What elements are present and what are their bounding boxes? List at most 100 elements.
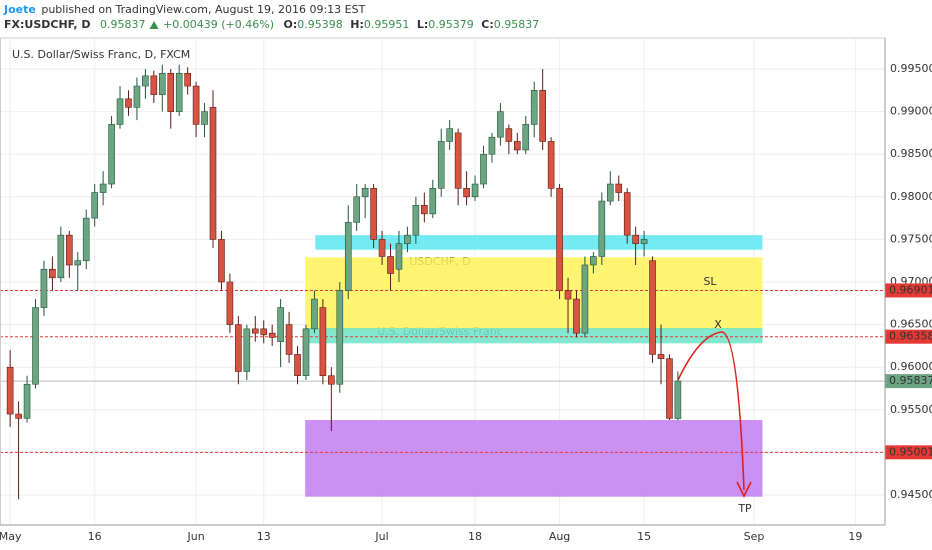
zone — [305, 257, 763, 330]
y-tick-label: 0.94500 — [890, 488, 932, 501]
candle-body — [91, 192, 98, 219]
candle-body — [201, 111, 208, 125]
candle-body — [285, 324, 293, 355]
candle-body — [311, 298, 318, 330]
close-value: 0.95837 — [494, 18, 540, 31]
candle-body — [505, 128, 513, 142]
candle-body — [209, 107, 217, 240]
candle-body — [32, 307, 39, 385]
candle-body — [260, 328, 268, 336]
annotation: TP — [737, 502, 752, 515]
candle-body — [480, 153, 487, 185]
x-tick-label: 15 — [637, 530, 651, 543]
candle-body — [564, 290, 572, 300]
candle-body — [66, 234, 73, 266]
candle-body — [497, 111, 504, 138]
candle-body — [471, 183, 479, 198]
candle-body — [429, 187, 437, 215]
candle-body — [573, 298, 580, 334]
candle-body — [116, 98, 124, 125]
candle-body — [530, 90, 538, 125]
x-tick-label: 16 — [88, 530, 102, 543]
candle-body — [49, 268, 56, 279]
arrow-head — [736, 481, 752, 498]
x-tick-label: Jul — [374, 530, 388, 543]
candle-body — [344, 222, 352, 291]
y-tick-label: 0.98500 — [890, 147, 932, 160]
candle-body — [82, 217, 90, 262]
candle-body — [640, 239, 648, 244]
price-label: 0.96901 — [889, 283, 932, 296]
y-tick-label: 0.98000 — [890, 190, 932, 203]
candle-body — [361, 187, 369, 198]
candle-body — [133, 85, 141, 108]
candle-body — [243, 328, 251, 372]
header-line-1: Joete published on TradingView.com, Augu… — [3, 3, 366, 16]
candle-body — [547, 141, 555, 189]
candle-body — [539, 90, 546, 142]
x-tick-label: Sep — [744, 530, 765, 543]
low-value: 0.95379 — [428, 18, 474, 31]
last-price: 0.95837 — [100, 18, 146, 31]
candle-body — [463, 187, 470, 198]
y-tick-label: 0.97500 — [890, 232, 932, 245]
candle-body — [57, 234, 65, 279]
candle-body — [666, 358, 673, 419]
candle-body — [40, 268, 48, 308]
candle-body — [108, 124, 115, 185]
candle-body — [606, 183, 614, 202]
candle-body — [158, 72, 166, 95]
candle-body — [522, 124, 530, 151]
candle-body — [556, 187, 563, 291]
published: published on TradingView.com, August 19,… — [41, 3, 365, 16]
candle-body — [395, 243, 403, 270]
candle-body — [336, 290, 344, 385]
candle-body — [649, 260, 656, 355]
candle-body — [598, 200, 606, 257]
annotation: X — [714, 318, 722, 331]
candle-body — [378, 239, 386, 257]
forecast-arrow — [677, 331, 745, 491]
candle-body — [235, 324, 242, 372]
price-label-box — [885, 329, 932, 344]
y-tick-label: 0.96000 — [890, 360, 932, 373]
x-tick-label: 13 — [257, 530, 271, 543]
candle-body — [412, 205, 420, 236]
candle-body — [488, 136, 496, 155]
candle-body — [6, 366, 14, 415]
candle-body — [421, 205, 428, 215]
candle-body — [353, 196, 361, 223]
candle-body — [184, 72, 191, 87]
candle-body — [226, 281, 234, 325]
candle-body — [387, 256, 394, 274]
candle-body — [277, 307, 284, 342]
candle-body — [319, 307, 327, 377]
y-tick-label: 0.96500 — [890, 318, 932, 331]
high-label: H: — [350, 18, 364, 31]
candle-body — [23, 383, 31, 419]
candle-body — [99, 183, 107, 193]
zone — [305, 420, 763, 497]
zone — [305, 328, 763, 344]
change: +0.00439 (+0.46%) — [163, 18, 274, 31]
close-label: C: — [481, 18, 493, 31]
author[interactable]: Joete — [3, 3, 36, 16]
price-label-box — [885, 283, 932, 298]
price-label-box — [885, 445, 932, 460]
x-tick-label: Jun — [187, 530, 205, 543]
x-tick-label: Aug — [549, 530, 570, 543]
header-line-2: FX:USDCHF, D 0.95837 +0.00439 (+0.46%) O… — [4, 18, 539, 31]
price-label: 0.95837 — [889, 374, 932, 387]
candle-body — [581, 264, 589, 334]
high-value: 0.95951 — [364, 18, 410, 31]
candle-body — [167, 72, 175, 112]
candle-body — [514, 141, 521, 151]
candle-body — [192, 85, 200, 125]
candle-body — [125, 98, 132, 108]
x-tick-label: 18 — [468, 530, 482, 543]
annotation: SL — [703, 275, 717, 288]
candle-body — [623, 192, 631, 236]
y-tick-label: 0.99500 — [890, 62, 932, 75]
y-tick-label: 0.95500 — [890, 403, 932, 416]
candle-body — [268, 332, 276, 338]
